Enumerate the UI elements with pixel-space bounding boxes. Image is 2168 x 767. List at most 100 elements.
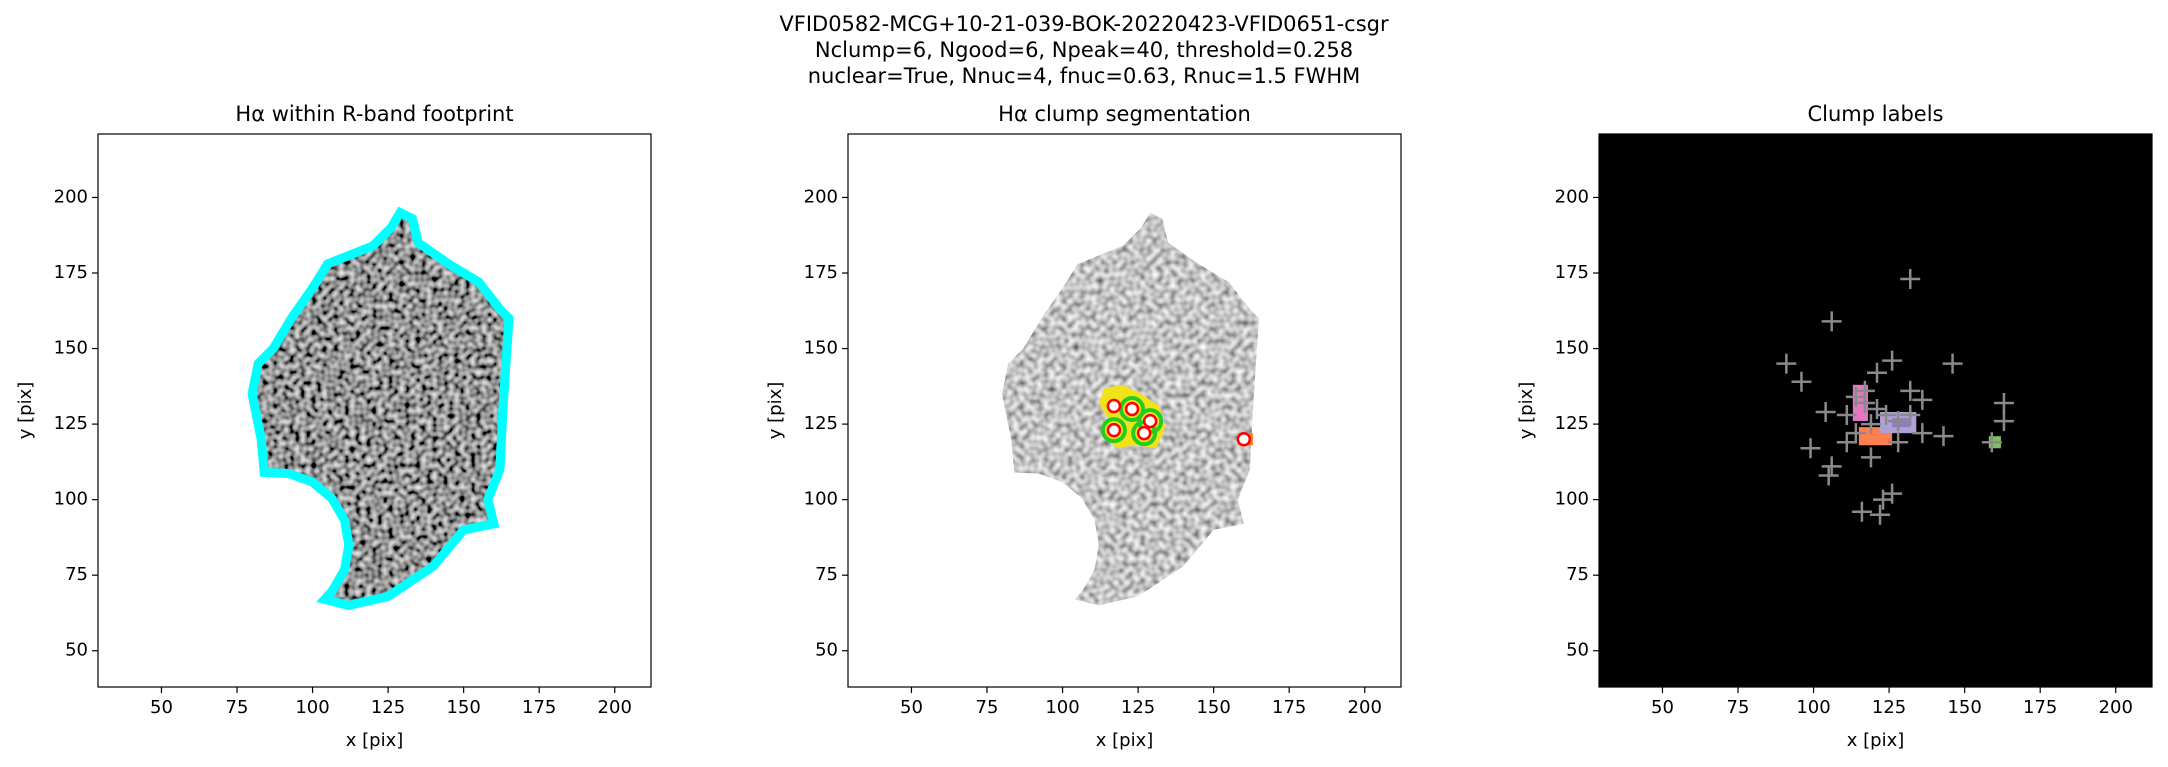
panel: 50 75 100 125 150 175 200 50 75 100 125 150 175 200 Cl… [1516, 102, 2153, 751]
y-tick-label: 50 [65, 640, 88, 661]
y-tick-label: 75 [1566, 564, 1589, 585]
x-axis-label: x [pix] [1847, 730, 1905, 751]
x-tick-label: 75 [1727, 697, 1750, 718]
clump-marker [1124, 401, 1140, 417]
peak-marker [1860, 447, 1881, 468]
x-tick-label: 150 [1196, 697, 1230, 718]
x-tick-label: 50 [150, 697, 173, 718]
y-tick-label: 200 [54, 186, 88, 207]
panel: 50 75 100 125 150 175 200 50 75 100 125 150 175 200 Hα… [765, 102, 1402, 751]
y-tick-label: 200 [804, 186, 838, 207]
y-tick-label: 175 [1555, 262, 1589, 283]
x-tick-label: 75 [976, 697, 999, 718]
image-wrap [192, 167, 555, 650]
peak-marker [1860, 414, 1881, 435]
peak-marker [1993, 392, 2014, 413]
peak-marker [1821, 456, 1842, 477]
galaxy-image [192, 167, 555, 650]
x-tick-label: 200 [1348, 697, 1382, 718]
x-tick-label: 200 [2099, 697, 2133, 718]
suptitle: Nclump=6, Ngood=6, Npeak=40, threshold=0… [815, 38, 1353, 62]
clump-marker [1106, 398, 1122, 414]
clump-marker [1136, 425, 1152, 441]
peak-marker [1845, 423, 1866, 444]
axes-title: Hα within R-band footprint [235, 102, 513, 126]
x-tick-label: 175 [1272, 697, 1306, 718]
peak-marker [1888, 432, 1909, 453]
peak-marker [1851, 501, 1872, 522]
y-tick-label: 175 [54, 262, 88, 283]
suptitle: VFID0582-MCG+10-21-039-BOK-20220423-VFID… [779, 12, 1389, 36]
y-tick-label: 100 [1555, 489, 1589, 510]
y-tick-label: 200 [1555, 186, 1589, 207]
peak-marker [1818, 465, 1839, 486]
y-tick-label: 150 [804, 338, 838, 359]
x-tick-label: 175 [522, 697, 556, 718]
x-tick-label: 150 [1947, 697, 1981, 718]
x-tick-label: 125 [371, 697, 405, 718]
y-tick-label: 100 [54, 489, 88, 510]
peak-marker [1888, 411, 1909, 432]
peak-marker [1900, 269, 1921, 290]
axes-frame [97, 133, 652, 688]
clump-marker [1236, 431, 1252, 447]
peak-marker [1854, 392, 1875, 413]
peak-marker [1912, 389, 1933, 410]
peak-marker [1912, 423, 1933, 444]
peak-marker [1836, 432, 1857, 453]
axes-title: Hα clump segmentation [998, 102, 1251, 126]
peak-marker [1791, 371, 1812, 392]
axes-title: Clump labels [1808, 102, 1944, 126]
y-tick-label: 75 [815, 564, 838, 585]
peak-marker [1870, 504, 1891, 525]
axes-background [1599, 134, 2152, 687]
peak-marker [1942, 353, 1963, 374]
y-tick-label: 100 [804, 489, 838, 510]
x-tick-label: 200 [598, 697, 632, 718]
axes-frame [847, 133, 1402, 688]
x-tick-label: 75 [226, 697, 249, 718]
y-tick-label: 150 [1555, 338, 1589, 359]
y-axis-label: y [pix] [765, 382, 786, 440]
y-axis-label: y [pix] [1516, 382, 1537, 440]
y-tick-label: 75 [65, 564, 88, 585]
peak-marker [1867, 362, 1888, 383]
suptitle: nuclear=True, Nnuc=4, fnuc=0.63, Rnuc=1.… [808, 64, 1361, 88]
peak-marker [1882, 350, 1903, 371]
x-tick-label: 100 [1045, 697, 1079, 718]
x-tick-label: 100 [295, 697, 329, 718]
peak-marker [1900, 405, 1921, 426]
x-tick-label: 125 [1872, 697, 1906, 718]
y-tick-label: 125 [54, 413, 88, 434]
peak-marker [1981, 432, 2002, 453]
x-tick-label: 125 [1121, 697, 1155, 718]
nuclear-marker [1100, 417, 1127, 444]
y-tick-label: 125 [804, 413, 838, 434]
x-axis-label: x [pix] [346, 730, 404, 751]
x-tick-label: 150 [446, 697, 480, 718]
peak-marker [1815, 402, 1836, 423]
y-tick-label: 175 [804, 262, 838, 283]
axes-frame [1598, 133, 2153, 688]
peak-marker [1836, 405, 1857, 426]
peak-marker [1993, 411, 2014, 432]
y-tick-label: 50 [1566, 640, 1589, 661]
peak-marker [1873, 489, 1894, 510]
peak-marker [1821, 311, 1842, 332]
clump-marker [1106, 422, 1122, 438]
nuclear-marker [1119, 395, 1146, 422]
peak-marker [1776, 353, 1797, 374]
x-tick-label: 50 [900, 697, 923, 718]
peak-marker [1876, 405, 1897, 426]
peak-marker [1933, 426, 1954, 447]
panel: 50 75 100 125 150 175 200 50 75 100 125 150 175 200 Hα… [15, 102, 652, 751]
x-tick-label: 175 [2023, 697, 2057, 718]
x-tick-label: 100 [1796, 697, 1830, 718]
x-tick-label: 50 [1651, 697, 1674, 718]
peak-marker [1900, 380, 1921, 401]
y-tick-label: 150 [54, 338, 88, 359]
y-axis-label: y [pix] [15, 382, 36, 440]
y-tick-label: 125 [1555, 413, 1589, 434]
y-tick-label: 50 [815, 640, 838, 661]
